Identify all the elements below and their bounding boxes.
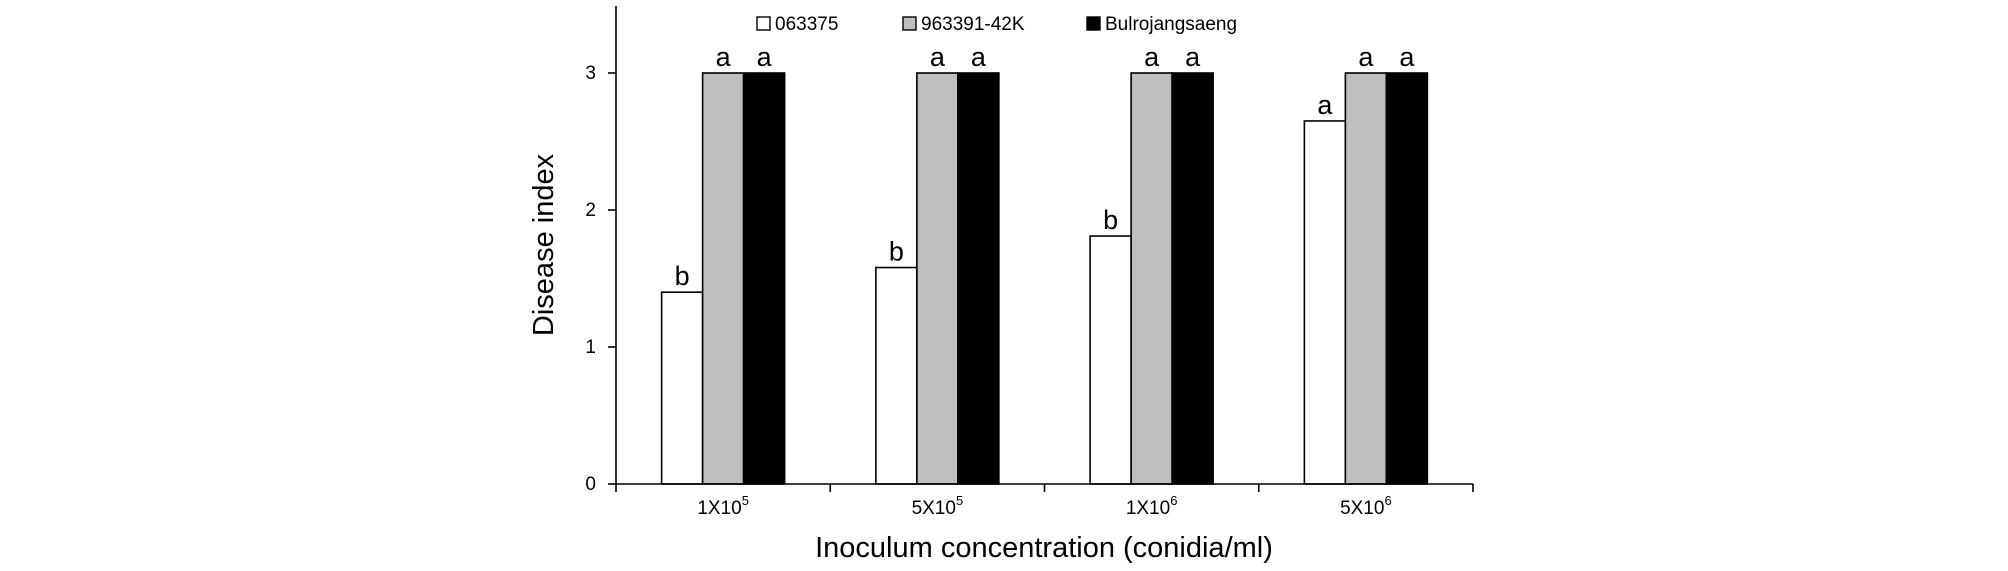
significance-label: a: [930, 42, 946, 72]
significance-label: b: [1103, 205, 1118, 235]
y-ticks-group: 0 1 2 3: [585, 63, 616, 495]
y-tick-label: 3: [585, 63, 596, 84]
bar: [701, 72, 745, 485]
legend: 063375 963391-42K Bulrojangsaeng: [756, 14, 1237, 35]
legend-swatch: [1086, 16, 1101, 31]
bar: [875, 266, 918, 485]
bar: [1344, 72, 1388, 485]
legend-label: 063375: [775, 14, 838, 35]
legend-swatch: [902, 16, 917, 31]
bar: [1171, 72, 1214, 485]
significance-label: b: [675, 261, 690, 291]
bar: [742, 72, 786, 485]
bar: [1130, 72, 1173, 485]
significance-label: a: [1317, 90, 1333, 120]
significance-label: a: [971, 42, 987, 72]
significance-label: a: [716, 42, 732, 72]
bars-group: ba aba aba aaa a: [660, 42, 1429, 485]
x-tick-label: 1X105: [697, 493, 749, 519]
significance-label: a: [1185, 42, 1201, 72]
significance-label: a: [1358, 42, 1374, 72]
significance-label: b: [889, 237, 904, 267]
y-tick-label: 0: [585, 474, 596, 495]
x-tick-label: 5X105: [912, 493, 964, 519]
bar: [1385, 72, 1429, 485]
bar: [1303, 120, 1347, 485]
legend-label: 963391-42K: [921, 14, 1025, 35]
significance-label: a: [757, 42, 773, 72]
x-ticks-group: 1X105 5X105 1X106 5X106: [615, 484, 1474, 519]
x-tick-label: 5X106: [1340, 493, 1392, 519]
significance-label: a: [1144, 42, 1160, 72]
bar: [957, 72, 1000, 485]
bar: [1089, 235, 1132, 485]
bar: [916, 72, 959, 485]
legend-label: Bulrojangsaeng: [1105, 14, 1237, 35]
x-tick-label: 1X106: [1126, 493, 1178, 519]
x-axis-title: Inoculum concentration (conidia/ml): [815, 532, 1273, 564]
significance-label: a: [1399, 42, 1415, 72]
legend-swatch: [756, 16, 771, 31]
y-axis-title: Disease index: [528, 153, 560, 336]
y-tick-label: 1: [585, 337, 596, 358]
y-tick-label: 2: [585, 200, 596, 221]
bar: [660, 291, 704, 485]
